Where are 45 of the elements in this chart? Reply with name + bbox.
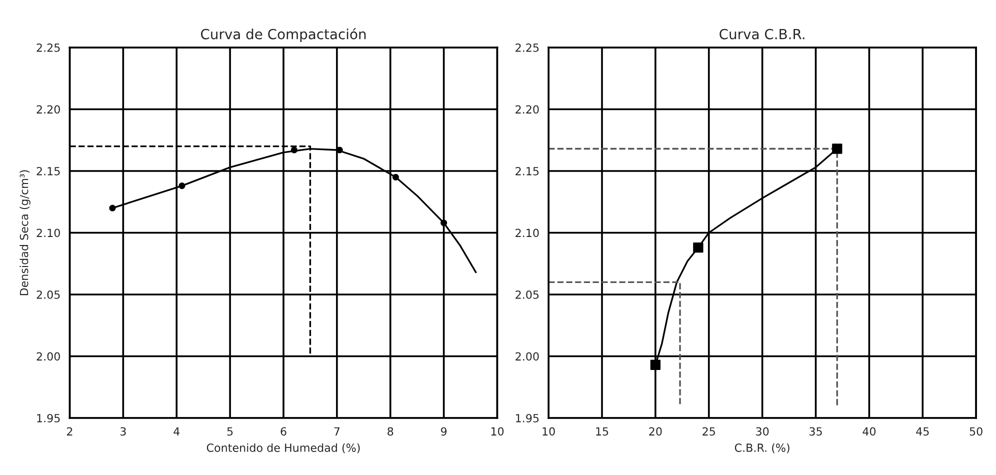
x-tick-label: 8: [388, 427, 394, 436]
y-tick-label: 2.00: [36, 352, 60, 361]
y-tick-label: 2.25: [516, 43, 539, 52]
chart-title: Curva C.B.R.: [720, 28, 804, 40]
y-tick-label: 2.25: [36, 43, 60, 52]
y-tick-label: 2.15: [516, 166, 539, 176]
x-tick-label: 5: [227, 427, 233, 436]
x-tick-label: 40: [862, 427, 876, 436]
point: [440, 220, 448, 226]
x-tick-label: 7: [334, 427, 340, 436]
y-axis-title: Densidad Seca (g/cm³): [20, 170, 30, 296]
x-tick-label: 30: [756, 427, 769, 436]
x-tick-label: 35: [810, 427, 822, 436]
y-tick-label: 2.20: [516, 105, 539, 114]
x-tick-label: 10: [491, 427, 504, 436]
point: [290, 146, 298, 154]
x-tick-label: 50: [970, 427, 982, 436]
x-tick-label: 25: [702, 427, 715, 436]
point: [392, 174, 400, 180]
x-axis-title: Contenido de Humedad (%): [206, 443, 360, 454]
y-tick-label: 2.05: [36, 290, 60, 299]
y-tick-label: 2.10: [36, 228, 60, 238]
y-tick-label: 2.05: [516, 290, 539, 299]
y-tick-label: 1.95: [516, 414, 539, 422]
point: [693, 242, 704, 253]
chart-title: Curva de Compactación: [200, 28, 366, 42]
x-tick-label: 10: [542, 427, 555, 436]
x-tick-label: 6: [280, 427, 286, 436]
x-axis-title: C.B.R. (%): [734, 443, 790, 454]
x-tick-label: 15: [596, 427, 608, 436]
x-tick-label: 4: [174, 427, 180, 436]
y-tick-label: 1.95: [37, 414, 60, 422]
x-tick-label: 2: [67, 427, 72, 436]
y-tick-label: 2.15: [36, 166, 60, 176]
x-tick-label: 45: [916, 427, 929, 436]
y-tick-label: 2.10: [516, 228, 539, 238]
x-tick-label: 9: [440, 427, 447, 436]
y-tick-label: 2.20: [36, 105, 60, 114]
point: [178, 182, 186, 190]
y-tick-label: 2.00: [516, 352, 539, 361]
x-tick-label: 3: [120, 427, 126, 436]
point: [832, 144, 842, 154]
point: [650, 360, 661, 370]
x-tick-label: 20: [649, 427, 662, 436]
point: [109, 204, 116, 212]
